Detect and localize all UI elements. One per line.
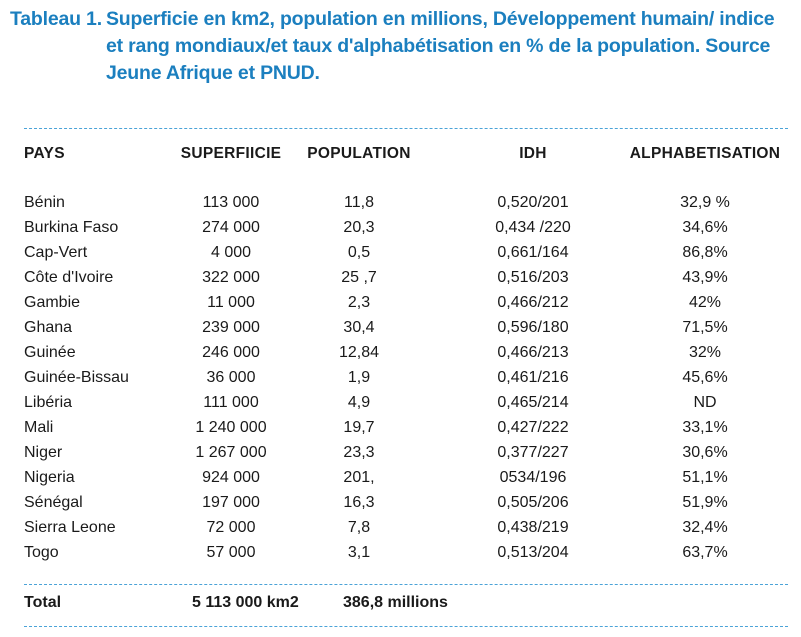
cell-superficie: 246 000: [202, 344, 260, 361]
cell-pays: Togo: [24, 544, 59, 561]
header-superficie: SUPERFIICIE: [180, 145, 282, 162]
cell-population: 12,84: [338, 344, 380, 361]
cell-alphabetisation: 71,5%: [682, 319, 728, 336]
cell-idh: 0,434 /220: [495, 219, 571, 236]
cell-superficie: 57 000: [206, 544, 256, 561]
cell-idh: 0,520/201: [497, 194, 569, 211]
cell-pays: Nigeria: [24, 469, 75, 486]
cell-pays: Côte d'Ivoire: [24, 269, 114, 286]
header-population: POPULATION: [307, 145, 411, 162]
cell-population: 30,4: [343, 319, 375, 336]
cell-population: 11,8: [344, 194, 374, 211]
header-pays: PAYS: [24, 145, 65, 162]
cell-population: 0,5: [347, 244, 371, 261]
cell-alphabetisation: 32,9 %: [680, 194, 730, 211]
divider-bottom: [24, 626, 788, 627]
cell-idh: 0,377/227: [497, 444, 569, 461]
cell-population: 2,3: [347, 294, 371, 311]
cell-pays: Mali: [24, 419, 54, 436]
cell-pays: Bénin: [24, 194, 65, 211]
cell-superficie: 1 240 000: [195, 419, 267, 436]
cell-superficie: 239 000: [202, 319, 260, 336]
cell-superficie: 72 000: [206, 519, 256, 536]
cell-superficie: 197 000: [202, 494, 260, 511]
cell-pays: Gambie: [24, 294, 81, 311]
cell-alphabetisation: 45,6%: [682, 369, 728, 386]
header-idh: IDH: [519, 145, 547, 162]
cell-alphabetisation: 51,1%: [682, 469, 728, 486]
total-superficie: 5 113 000 km2: [192, 594, 299, 611]
cell-superficie: 4 000: [210, 244, 252, 261]
cell-pays: Ghana: [24, 319, 73, 336]
cell-alphabetisation: 32%: [688, 344, 722, 361]
cell-alphabetisation: 86,8%: [682, 244, 728, 261]
cell-idh: 0,466/213: [497, 344, 569, 361]
cell-idh: 0,438/219: [497, 519, 569, 536]
cell-population: 20,3: [343, 219, 375, 236]
cell-population: 201,: [343, 469, 375, 486]
divider-total: [24, 584, 788, 585]
cell-idh: 0,466/212: [497, 294, 569, 311]
cell-superficie: 274 000: [202, 219, 260, 236]
cell-alphabetisation: 34,6%: [682, 219, 728, 236]
cell-alphabetisation: 42%: [688, 294, 722, 311]
cell-pays: Niger: [24, 444, 63, 461]
cell-pays: Guinée: [24, 344, 76, 361]
cell-pays: Burkina Faso: [24, 219, 119, 236]
cell-superficie: 36 000: [206, 369, 256, 386]
cell-superficie: 1 267 000: [195, 444, 267, 461]
cell-idh: 0,513/204: [497, 544, 569, 561]
cell-pays: Sierra Leone: [24, 519, 116, 536]
caption-label: Tableau 1.: [10, 8, 102, 30]
cell-idh: 0,505/206: [497, 494, 569, 511]
cell-idh: 0,465/214: [497, 394, 569, 411]
cell-population: 23,3: [343, 444, 375, 461]
cell-idh: 0,461/216: [497, 369, 569, 386]
cell-population: 1,9: [347, 369, 371, 386]
cell-superficie: 11 000: [207, 294, 255, 311]
total-label: Total: [24, 594, 62, 611]
cell-alphabetisation: 63,7%: [682, 544, 728, 561]
header-alphabetisation: ALPHABETISATION: [629, 145, 781, 162]
cell-alphabetisation: ND: [693, 394, 717, 411]
cell-pays: Guinée-Bissau: [24, 369, 129, 386]
cell-alphabetisation: 51,9%: [682, 494, 728, 511]
cell-pays: Libéria: [24, 394, 73, 411]
cell-population: 4,9: [347, 394, 371, 411]
cell-population: 3,1: [347, 544, 371, 561]
cell-pays: Sénégal: [24, 494, 83, 511]
cell-alphabetisation: 43,9%: [682, 269, 728, 286]
cell-idh: 0,596/180: [497, 319, 569, 336]
cell-pays: Cap-Vert: [24, 244, 88, 261]
cell-alphabetisation: 33,1%: [682, 419, 728, 436]
divider-top: [24, 128, 788, 129]
cell-superficie: 924 000: [202, 469, 260, 486]
cell-idh: 0,427/222: [497, 419, 569, 436]
cell-superficie: 322 000: [202, 269, 260, 286]
cell-population: 19,7: [343, 419, 375, 436]
cell-alphabetisation: 32,4%: [682, 519, 728, 536]
cell-idh: 0534/196: [499, 469, 567, 486]
cell-population: 25 ,7: [341, 269, 377, 286]
cell-idh: 0,516/203: [497, 269, 569, 286]
cell-population: 16,3: [343, 494, 375, 511]
caption-text: Superficie en km2, population en million…: [106, 8, 775, 84]
cell-superficie: 111 000: [203, 394, 259, 411]
cell-population: 7,8: [347, 519, 371, 536]
total-population: 386,8 millions: [343, 594, 448, 611]
cell-idh: 0,661/164: [497, 244, 569, 261]
cell-superficie: 113 000: [202, 194, 260, 211]
cell-alphabetisation: 30,6%: [682, 444, 728, 461]
